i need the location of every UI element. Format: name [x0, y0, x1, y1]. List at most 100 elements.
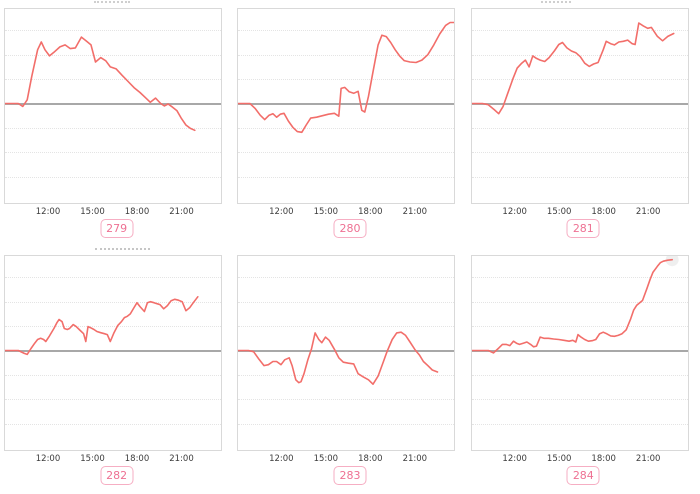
x-tick: 21:00 — [635, 454, 661, 464]
plot-area — [4, 255, 222, 451]
line-series — [5, 295, 199, 356]
line-series — [471, 22, 675, 115]
mini-chart-284: 12:00 15:00 18:00 21:00 284 — [467, 247, 700, 494]
x-axis: 12:00 15:00 18:00 21:00 — [237, 207, 455, 219]
x-tick: 12:00 — [502, 207, 527, 217]
mini-chart-280: 12:00 15:00 18:00 21:00 280 — [233, 0, 466, 247]
x-tick: 18:00 — [124, 207, 150, 217]
baseline-zero-line — [5, 103, 221, 105]
gridline — [5, 301, 221, 303]
end-point-halo — [665, 256, 679, 267]
gridline — [238, 277, 455, 279]
gridline — [5, 399, 221, 401]
chart-number-badge[interactable]: 282 — [100, 466, 134, 485]
gridline — [5, 423, 221, 425]
gridline — [238, 176, 455, 178]
x-tick: 18:00 — [358, 207, 383, 217]
mini-chart-279: 12:00 15:00 18:00 21:00 279 — [0, 0, 233, 247]
gridline — [238, 301, 455, 303]
line-series — [238, 331, 439, 385]
x-tick: 15:00 — [313, 207, 339, 217]
baseline-zero-line — [238, 103, 455, 105]
gridline — [471, 326, 688, 328]
chart-number-badge[interactable]: 280 — [333, 219, 367, 238]
x-tick: 12:00 — [269, 454, 294, 464]
gridline — [5, 54, 221, 56]
x-tick: 18:00 — [358, 454, 383, 464]
line-series — [471, 256, 679, 354]
baseline-zero-line — [471, 350, 688, 352]
clipped-title-remnant — [95, 248, 150, 250]
plot-area — [470, 8, 689, 204]
clipped-title-remnant — [540, 1, 571, 3]
x-tick: 15:00 — [313, 454, 339, 464]
x-tick: 21:00 — [402, 207, 428, 217]
chart-number-badge[interactable]: 283 — [333, 466, 367, 485]
gridline — [238, 54, 455, 56]
gridline — [5, 176, 221, 178]
baseline-zero-line — [471, 103, 688, 105]
mini-chart-283: 12:00 15:00 18:00 21:00 283 — [233, 247, 466, 494]
gridline — [471, 54, 688, 56]
clipped-title-remnant — [94, 1, 130, 3]
gridline — [5, 277, 221, 279]
chart-number-badge[interactable]: 279 — [100, 219, 134, 238]
x-tick: 12:00 — [35, 207, 61, 217]
x-tick: 21:00 — [169, 207, 194, 217]
x-tick: 15:00 — [80, 207, 105, 217]
line-series — [5, 36, 196, 132]
gridline — [5, 326, 221, 328]
gridline — [471, 79, 688, 81]
x-tick: 18:00 — [591, 207, 616, 217]
x-axis: 12:00 15:00 18:00 21:00 — [471, 207, 689, 219]
x-axis: 12:00 15:00 18:00 21:00 — [4, 454, 222, 466]
gridline — [5, 374, 221, 376]
gridline — [238, 152, 455, 154]
x-tick: 18:00 — [591, 454, 616, 464]
gridline — [471, 127, 688, 129]
gridline — [238, 423, 455, 425]
gridline — [238, 79, 455, 81]
gridline — [5, 152, 221, 154]
plot-area — [237, 255, 456, 451]
gridline — [238, 30, 455, 32]
x-tick: 12:00 — [269, 207, 294, 217]
x-tick: 15:00 — [546, 207, 572, 217]
x-tick: 15:00 — [546, 454, 572, 464]
gridline — [471, 277, 688, 279]
gridline — [471, 30, 688, 32]
x-tick: 21:00 — [402, 454, 428, 464]
gridline — [5, 30, 221, 32]
plot-area — [470, 255, 689, 451]
line-series — [238, 21, 455, 134]
baseline-zero-line — [5, 350, 221, 352]
mini-chart-281: 12:00 15:00 18:00 21:00 281 — [467, 0, 700, 247]
gridline — [238, 127, 455, 129]
x-tick: 15:00 — [80, 454, 105, 464]
plot-area — [237, 8, 456, 204]
gridline — [5, 127, 221, 129]
x-tick: 12:00 — [502, 454, 527, 464]
mini-chart-282: 12:00 15:00 18:00 21:00 282 — [0, 247, 233, 494]
baseline-zero-line — [238, 350, 455, 352]
x-tick: 21:00 — [169, 454, 194, 464]
gridline — [471, 423, 688, 425]
chart-number-badge[interactable]: 281 — [566, 219, 600, 238]
gridline — [238, 374, 455, 376]
gridline — [238, 399, 455, 401]
x-axis: 12:00 15:00 18:00 21:00 — [4, 207, 222, 219]
gridline — [5, 79, 221, 81]
gridline — [471, 374, 688, 376]
x-axis: 12:00 15:00 18:00 21:00 — [471, 454, 689, 466]
gridline — [471, 176, 688, 178]
gridline — [471, 399, 688, 401]
gridline — [471, 152, 688, 154]
gridline — [238, 326, 455, 328]
x-tick: 21:00 — [635, 207, 661, 217]
plot-area — [4, 8, 222, 204]
x-tick: 18:00 — [124, 454, 150, 464]
chart-number-badge[interactable]: 284 — [566, 466, 600, 485]
x-tick: 12:00 — [35, 454, 61, 464]
gridline — [471, 301, 688, 303]
